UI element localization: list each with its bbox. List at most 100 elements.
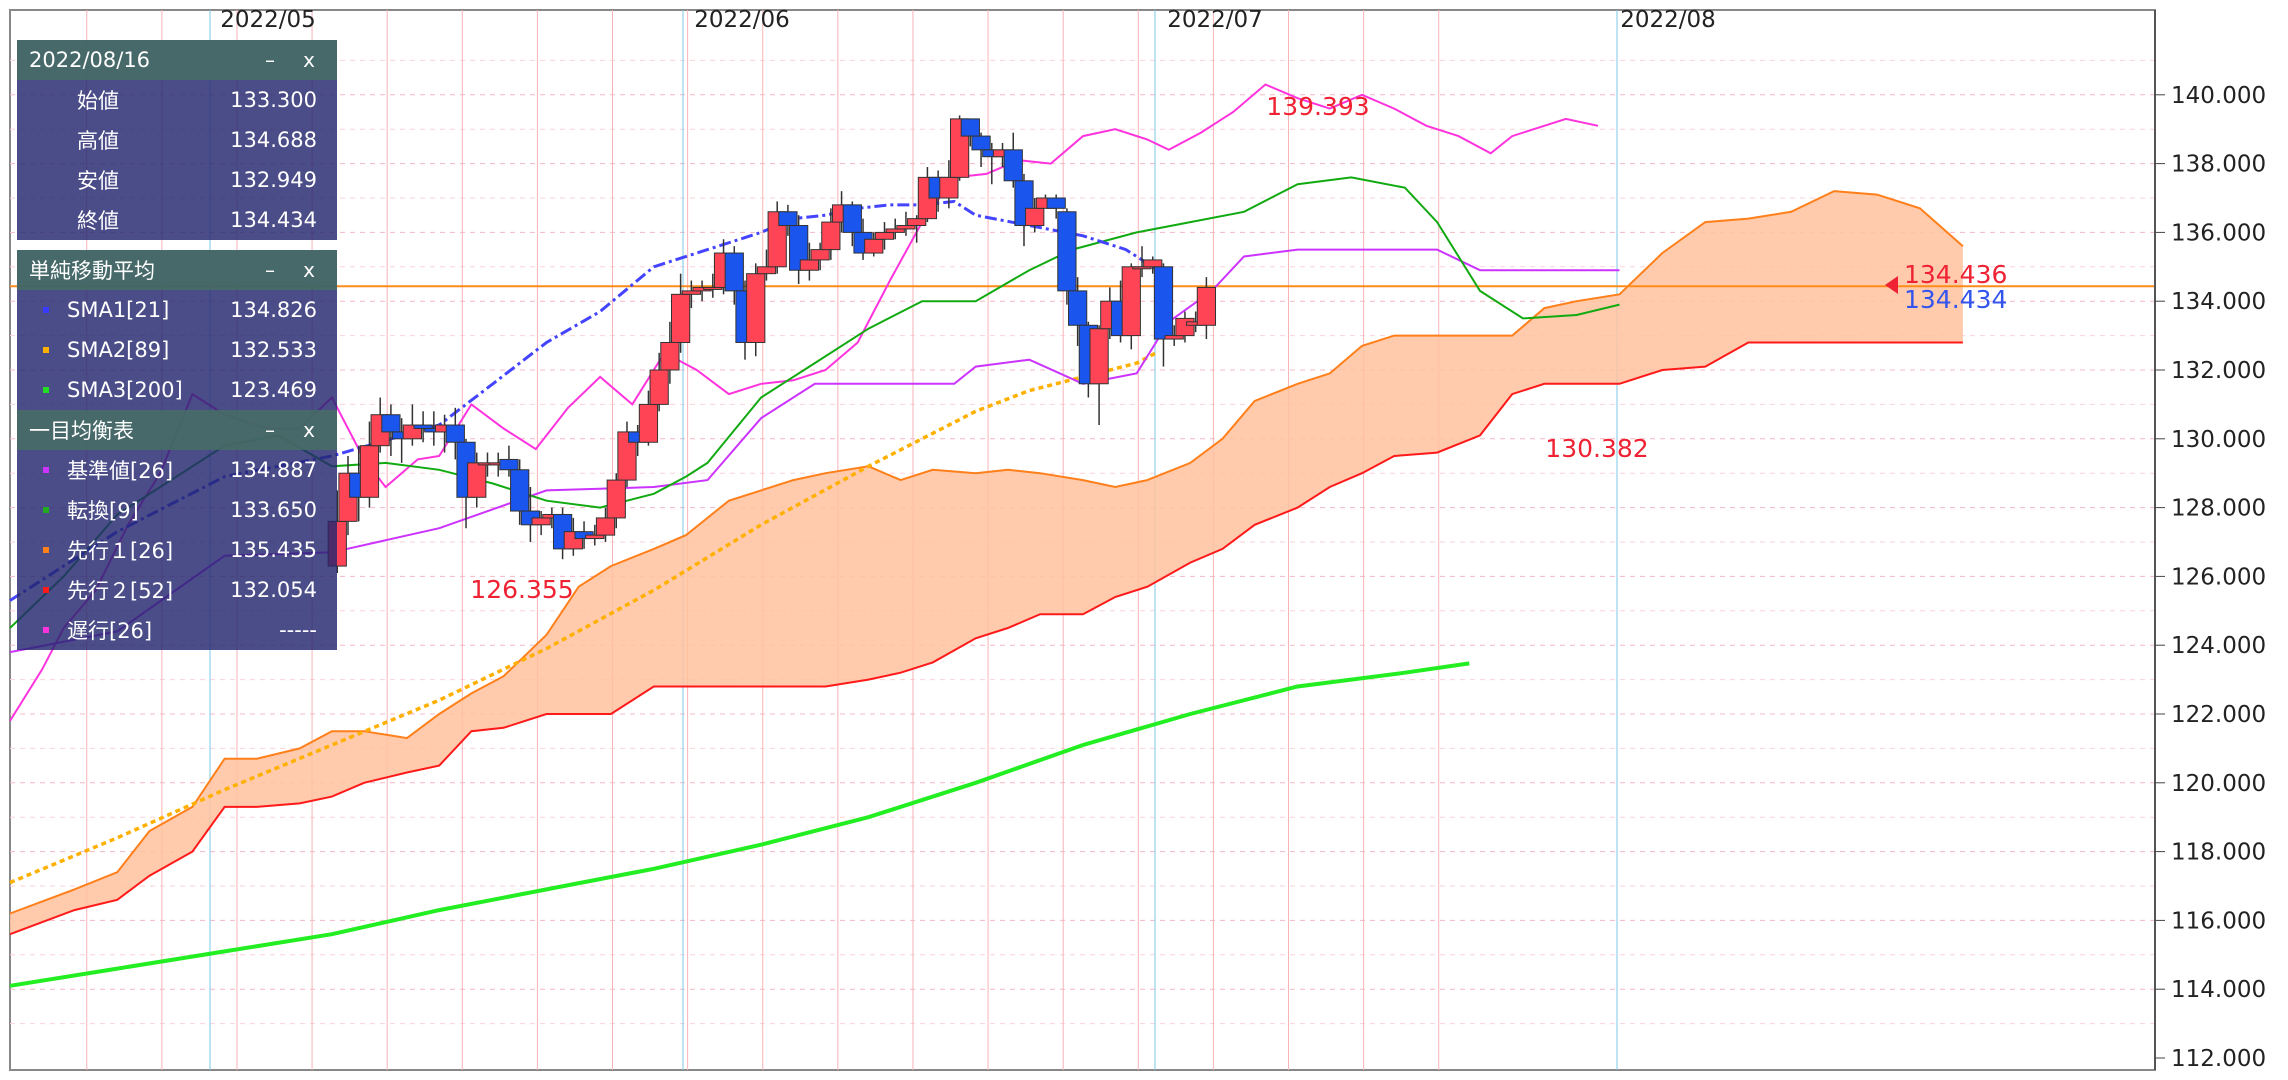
candle-body xyxy=(660,341,680,371)
sma-row: SMA2[89] 132.533 xyxy=(17,330,337,370)
ohlc-row-low: 安値 132.949 xyxy=(17,160,337,200)
candle xyxy=(821,208,841,260)
ichimoku-row: 遅行[26] ----- xyxy=(17,610,337,650)
candle-body xyxy=(531,517,551,526)
candle xyxy=(1164,325,1184,346)
candle xyxy=(778,204,798,236)
kijun-marker-icon xyxy=(43,467,49,473)
ohlc-label: 安値 xyxy=(77,169,119,193)
ichimoku-row: 基準値[26] 134.887 xyxy=(17,450,337,490)
y-tick-label: 134.000 xyxy=(2171,289,2266,315)
y-tick-label: 140.000 xyxy=(2171,83,2266,109)
low-label: 130.382 xyxy=(1545,434,1648,463)
candle-body xyxy=(1153,266,1174,340)
tenkan-marker-icon xyxy=(43,507,49,513)
candle xyxy=(874,222,895,250)
candle-body xyxy=(381,414,401,433)
candle xyxy=(1057,208,1077,305)
chikou-marker-icon xyxy=(43,627,49,633)
candle-body xyxy=(756,266,777,275)
candle-body xyxy=(638,403,659,443)
ohlc-value: 133.300 xyxy=(230,88,317,112)
y-tick-label: 136.000 xyxy=(2171,220,2266,246)
candle-body xyxy=(778,211,798,227)
close-icon[interactable]: x xyxy=(303,258,315,282)
y-tick-label: 132.000 xyxy=(2171,358,2266,384)
candle-body xyxy=(617,431,637,481)
candle xyxy=(1068,277,1088,346)
candle-body xyxy=(746,273,766,343)
low-label: 126.355 xyxy=(470,575,573,604)
candle xyxy=(907,215,927,243)
sma-panel-header: 単純移動平均 – x xyxy=(17,250,337,290)
candle xyxy=(1143,256,1163,274)
minimize-icon[interactable]: – xyxy=(265,48,275,72)
price-marker-icon xyxy=(1885,276,1898,294)
candle xyxy=(649,352,669,412)
candle-body xyxy=(960,118,980,137)
cloud-fill xyxy=(10,191,1963,935)
candle-body xyxy=(1121,266,1141,337)
sma-value: 134.826 xyxy=(230,298,317,322)
candle xyxy=(971,132,991,168)
y-tick-label: 124.000 xyxy=(2171,633,2266,659)
senkou1-line xyxy=(9,190,1964,915)
sma-row: SMA3[200] 123.469 xyxy=(17,370,337,410)
ohlc-panel-header: 2022/08/16 – x xyxy=(17,40,337,80)
y-tick-label: 114.000 xyxy=(2171,977,2266,1003)
candle xyxy=(638,390,659,446)
candle xyxy=(1046,194,1066,219)
candle-body xyxy=(467,462,487,498)
ohlc-label: 始値 xyxy=(77,89,119,113)
candles xyxy=(327,115,1217,573)
candle-body xyxy=(821,221,841,251)
candle-body xyxy=(413,424,433,429)
candle-body xyxy=(864,238,884,254)
ichimoku-cloud xyxy=(9,190,1964,936)
candle xyxy=(660,321,680,384)
sma1-marker-icon xyxy=(43,307,49,313)
last-close-label: 134.434 xyxy=(1904,285,2007,314)
ohlc-label: 高値 xyxy=(77,129,119,153)
candle-body xyxy=(1003,149,1023,182)
candle-body xyxy=(724,252,744,292)
candle-body xyxy=(359,445,380,498)
candle xyxy=(724,246,744,305)
sma-value: 132.533 xyxy=(230,338,317,362)
minimize-icon[interactable]: – xyxy=(265,418,275,442)
candle xyxy=(681,280,701,309)
candle xyxy=(842,201,862,247)
candle xyxy=(746,263,766,357)
close-icon[interactable]: x xyxy=(303,48,315,72)
candle-body xyxy=(1089,328,1109,385)
ichimoku-value: ----- xyxy=(279,618,317,642)
candle-body xyxy=(1143,259,1163,268)
y-tick-label: 122.000 xyxy=(2171,702,2266,728)
senkou2-marker-icon xyxy=(43,587,49,593)
candle xyxy=(467,452,487,508)
ichimoku-value: 133.650 xyxy=(230,498,317,522)
sma2-marker-icon xyxy=(43,347,49,353)
sma1-line xyxy=(9,199,1159,602)
candle-body xyxy=(703,286,723,290)
kijun-line xyxy=(9,248,1620,654)
candle-body xyxy=(510,469,530,512)
sma-label: SMA1[21] xyxy=(67,298,170,322)
candle xyxy=(585,524,605,546)
y-tick-label: 138.000 xyxy=(2171,152,2266,178)
ichimoku-value: 134.887 xyxy=(230,458,317,482)
minimize-icon[interactable]: – xyxy=(265,258,275,282)
y-tick-label: 126.000 xyxy=(2171,564,2266,590)
sma-value: 123.469 xyxy=(230,378,317,402)
close-icon[interactable]: x xyxy=(303,418,315,442)
candle xyxy=(789,215,809,284)
x-tick-label: 2022/05 xyxy=(220,7,316,33)
candle-body xyxy=(1175,317,1195,337)
candle-body xyxy=(445,424,465,443)
candle xyxy=(810,242,830,271)
candle xyxy=(445,407,465,460)
x-tick-label: 2022/07 xyxy=(1167,7,1263,33)
ichimoku-label: 先行１[26] xyxy=(67,539,174,563)
